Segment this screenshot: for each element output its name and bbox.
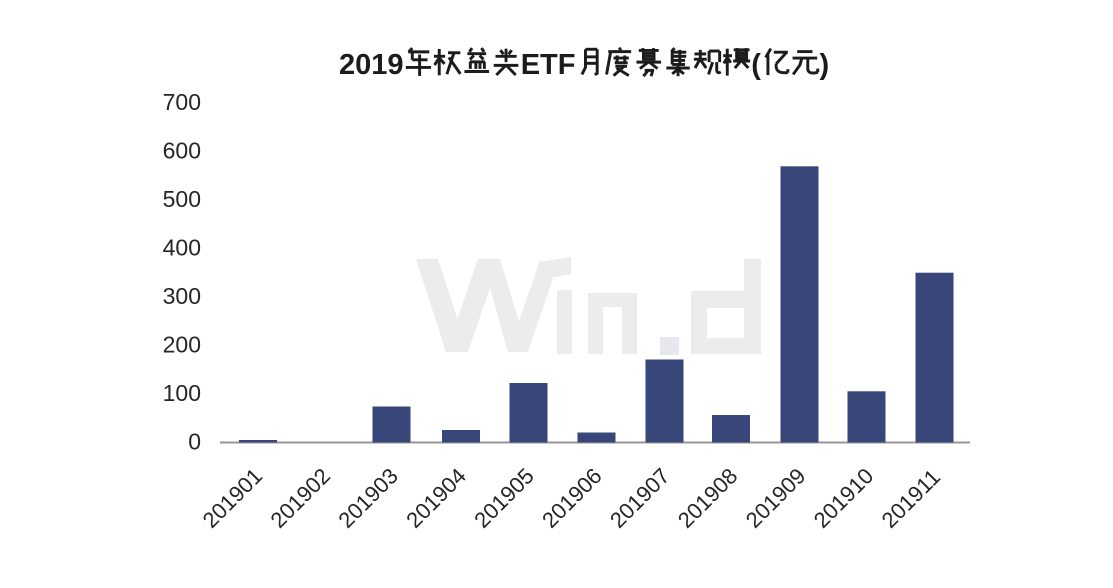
svg-text:201903: 201903 xyxy=(333,463,403,533)
svg-text:201904: 201904 xyxy=(401,463,471,533)
svg-text:600: 600 xyxy=(163,138,201,164)
svg-text:400: 400 xyxy=(163,235,201,261)
svg-text:): ) xyxy=(820,49,830,81)
svg-text:(: ( xyxy=(751,49,761,81)
svg-text:200: 200 xyxy=(163,332,201,358)
svg-text:100: 100 xyxy=(163,380,201,406)
svg-text:300: 300 xyxy=(163,283,201,309)
svg-text:201911: 201911 xyxy=(877,464,945,532)
svg-text:201902: 201902 xyxy=(266,463,336,533)
svg-text:201907: 201907 xyxy=(605,463,675,533)
svg-text:201908: 201908 xyxy=(673,463,743,533)
svg-text:700: 700 xyxy=(163,89,201,115)
svg-text:201901: 201901 xyxy=(198,463,268,533)
svg-text:201906: 201906 xyxy=(537,463,607,533)
svg-text:201905: 201905 xyxy=(469,463,539,533)
svg-text:0: 0 xyxy=(188,429,201,455)
svg-text:201909: 201909 xyxy=(741,463,811,533)
svg-text:2019: 2019 xyxy=(339,49,404,81)
svg-text:500: 500 xyxy=(163,186,201,212)
svg-text:201910: 201910 xyxy=(809,463,879,533)
svg-text:ETF: ETF xyxy=(521,49,576,81)
